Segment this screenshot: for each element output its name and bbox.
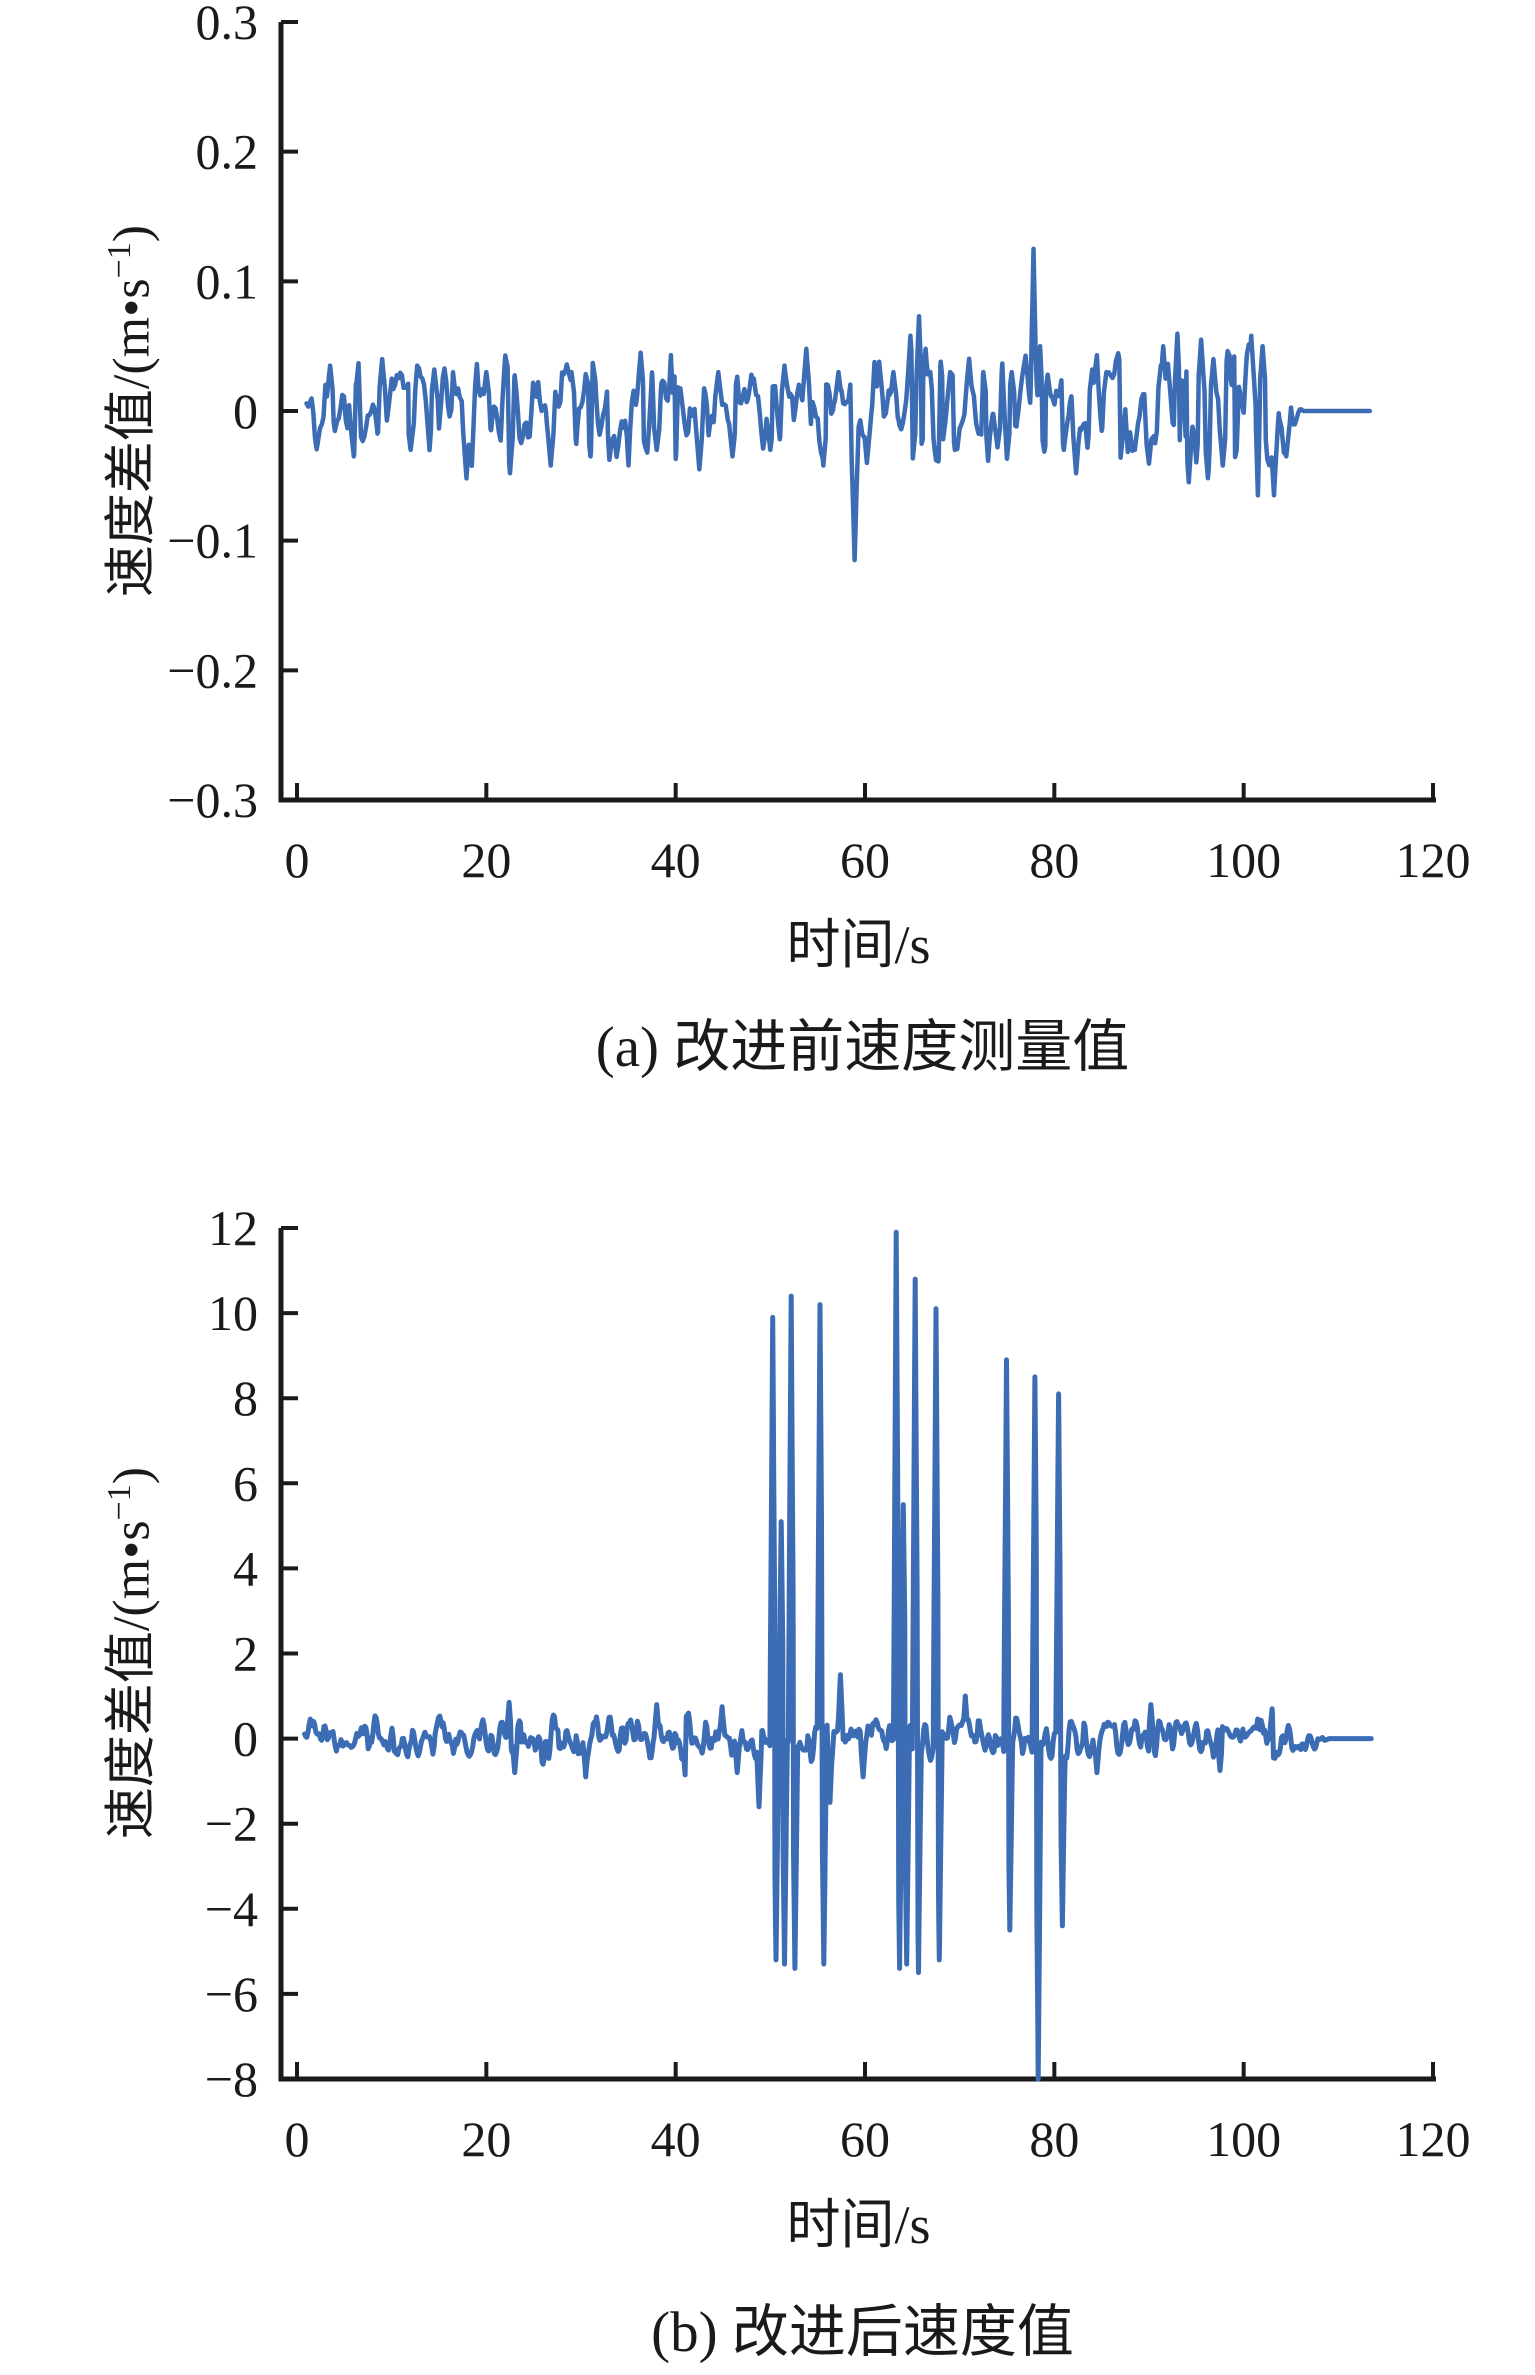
- y-tick-label-a: 0.1: [196, 253, 259, 309]
- signal-trace-a: [304, 246, 1373, 563]
- y-tick-label-b: −8: [205, 2051, 258, 2107]
- panel-caption-b: (b) 改进后速度值: [651, 2301, 1074, 2364]
- y-tick-label-b: 4: [233, 1540, 258, 1596]
- x-tick-label-a: 60: [840, 832, 890, 888]
- x-tick-label-a: 120: [1396, 832, 1471, 888]
- x-tick-label-b: 80: [1029, 2111, 1079, 2167]
- y-tick-label-b: −2: [205, 1796, 258, 1852]
- x-tick-label-b: 20: [461, 2111, 511, 2167]
- y-axis-title-a: 速度差值/(m•s−1): [101, 224, 161, 598]
- y-tick-label-b: 2: [233, 1626, 258, 1682]
- x-axis-title-b: 时间/s: [786, 2195, 931, 2255]
- x-tick-label-a: 0: [285, 832, 310, 888]
- y-tick-label-a: −0.2: [167, 642, 258, 698]
- x-tick-label-b: 0: [285, 2111, 310, 2167]
- y-tick-label-b: 8: [233, 1370, 258, 1426]
- y-tick-label-b: 0: [233, 1711, 258, 1767]
- y-tick-label-b: 6: [233, 1455, 258, 1511]
- y-tick-label-a: −0.3: [167, 772, 258, 828]
- y-tick-label-a: −0.1: [167, 513, 258, 569]
- x-tick-label-b: 60: [840, 2111, 890, 2167]
- x-tick-label-b: 120: [1396, 2111, 1471, 2167]
- x-tick-label-a: 100: [1206, 832, 1281, 888]
- x-tick-label-a: 80: [1029, 832, 1079, 888]
- x-tick-label-b: 40: [651, 2111, 701, 2167]
- x-tick-label-b: 100: [1206, 2111, 1281, 2167]
- y-tick-label-a: 0.3: [196, 0, 259, 50]
- y-tick-label-a: 0: [233, 383, 258, 439]
- y-tick-label-a: 0.2: [196, 124, 259, 180]
- x-axis-title-a: 时间/s: [786, 915, 931, 975]
- x-tick-label-a: 40: [651, 832, 701, 888]
- y-axis-title-b: 速度差值/(m•s−1): [101, 1466, 161, 1840]
- x-tick-label-a: 20: [461, 832, 511, 888]
- y-tick-label-b: 10: [208, 1285, 258, 1341]
- signal-trace-b: [302, 1229, 1374, 2082]
- y-tick-label-b: −6: [205, 1966, 258, 2022]
- chart-a-plot: 0 20 40 60 80 100 120 0.3 0.2 0.1 0 −0.1 −0.2 −0.3: [167, 0, 1470, 888]
- y-tick-label-b: 12: [208, 1200, 258, 1256]
- y-tick-label-b: −4: [205, 1881, 258, 1937]
- panel-caption-a: (a) 改进前速度测量值: [595, 1016, 1130, 1079]
